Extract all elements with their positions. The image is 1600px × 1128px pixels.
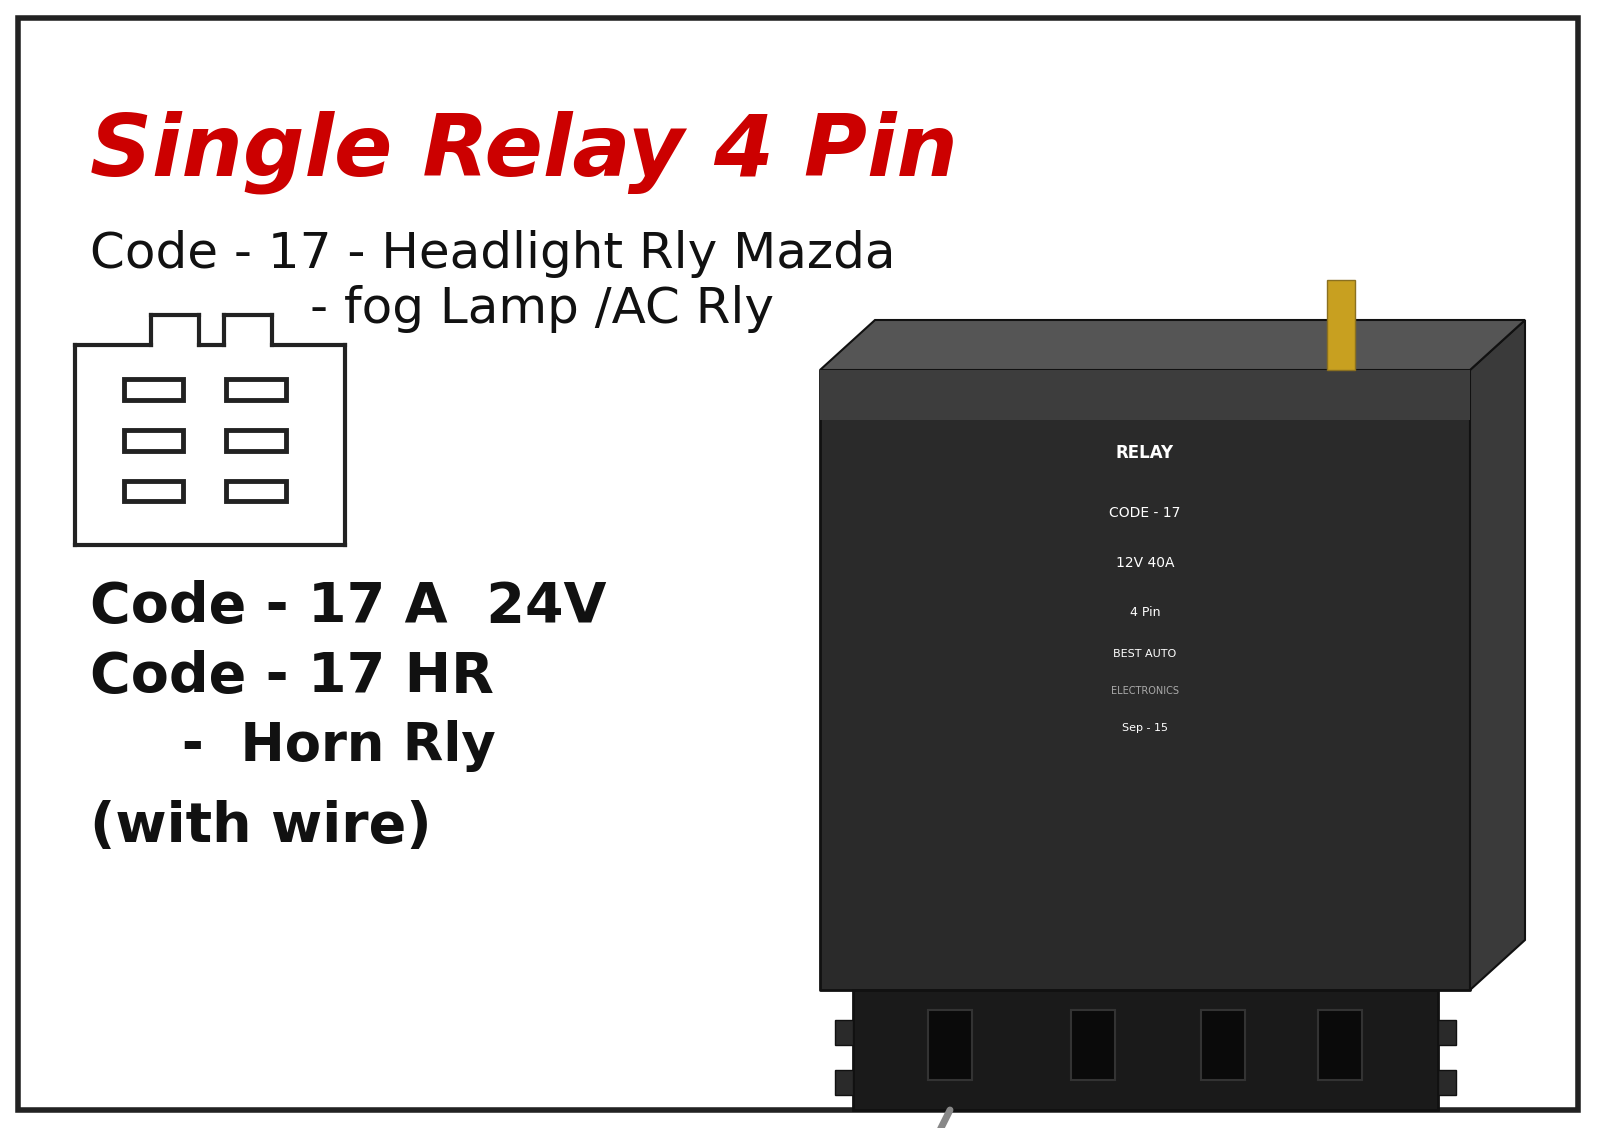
- Bar: [226, 481, 286, 501]
- Text: BEST AUTO: BEST AUTO: [1114, 649, 1176, 659]
- Text: -  Horn Rly: - Horn Rly: [90, 720, 496, 772]
- Bar: [1437, 1070, 1456, 1095]
- Polygon shape: [1470, 320, 1525, 990]
- Text: 12V 40A: 12V 40A: [1115, 556, 1174, 570]
- Text: Code - 17 A  24V: Code - 17 A 24V: [90, 580, 606, 634]
- Text: CODE - 17: CODE - 17: [1109, 506, 1181, 520]
- Text: Code - 17 HR: Code - 17 HR: [90, 650, 494, 704]
- Text: Single Relay 4 Pin: Single Relay 4 Pin: [90, 111, 958, 194]
- Text: 4 Pin: 4 Pin: [1130, 606, 1160, 618]
- Bar: [1070, 1010, 1115, 1079]
- Bar: [1202, 1010, 1245, 1079]
- Text: RELAY: RELAY: [1115, 444, 1174, 462]
- Text: Code - 17 - Headlight Rly Mazda: Code - 17 - Headlight Rly Mazda: [90, 230, 896, 277]
- Bar: [853, 990, 1437, 1110]
- Text: - fog Lamp /AC Rly: - fog Lamp /AC Rly: [310, 285, 774, 333]
- Bar: [123, 379, 182, 400]
- Text: (with wire): (with wire): [90, 800, 432, 854]
- Bar: [1326, 280, 1355, 370]
- Bar: [123, 430, 182, 451]
- Text: ELECTRONICS: ELECTRONICS: [1110, 686, 1179, 696]
- Bar: [819, 370, 1470, 990]
- Bar: [226, 430, 286, 451]
- Bar: [226, 379, 286, 400]
- Polygon shape: [819, 320, 1525, 370]
- Text: Sep - 15: Sep - 15: [1122, 723, 1168, 733]
- Bar: [1437, 1020, 1456, 1045]
- Bar: [123, 481, 182, 501]
- Bar: [1318, 1010, 1362, 1079]
- Bar: [928, 1010, 973, 1079]
- Bar: [835, 1070, 853, 1095]
- Bar: [835, 1020, 853, 1045]
- Polygon shape: [819, 370, 1470, 420]
